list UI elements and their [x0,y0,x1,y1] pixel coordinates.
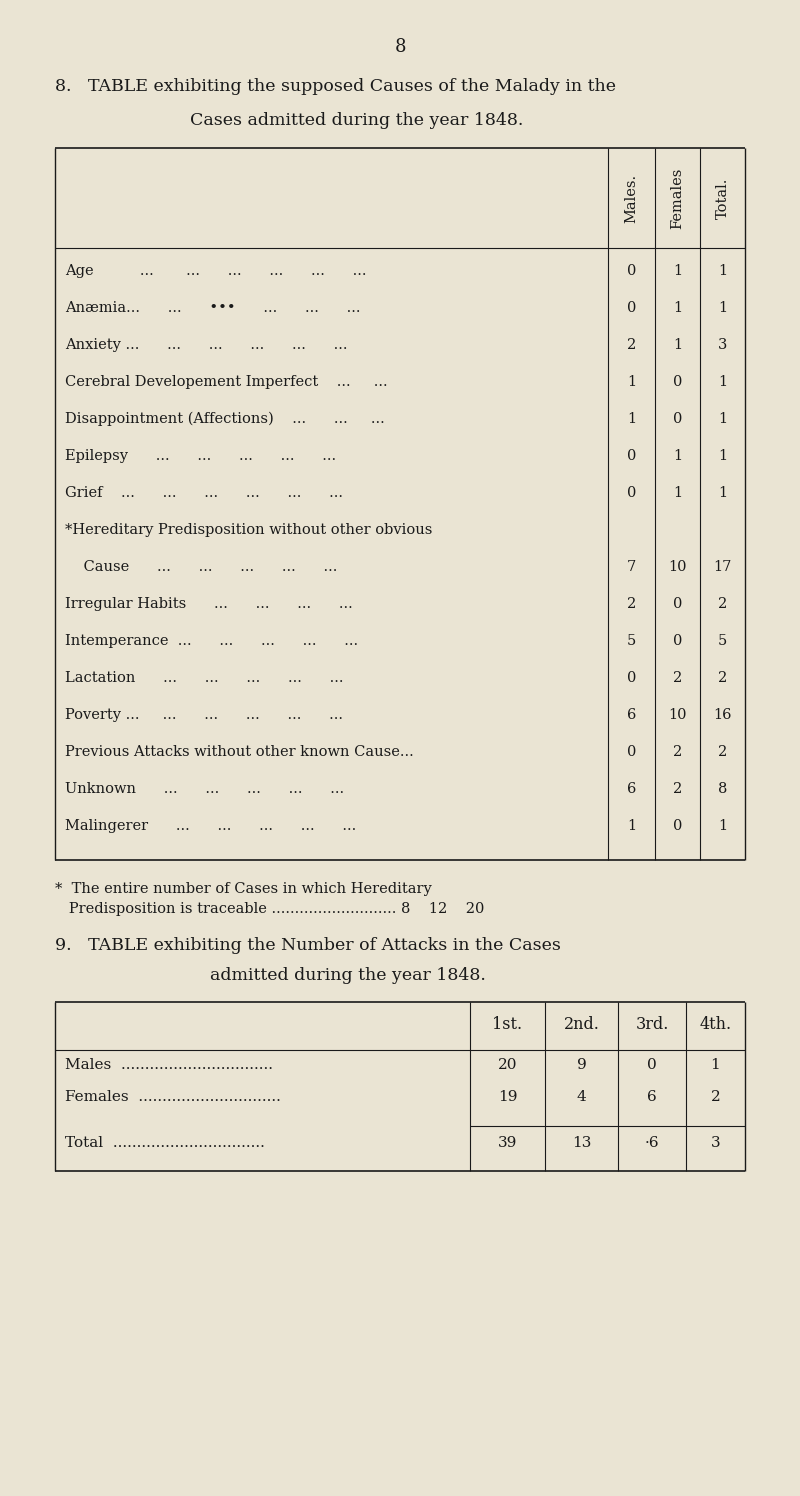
Text: 10: 10 [668,708,686,723]
Text: 0: 0 [673,818,682,833]
Text: 4: 4 [577,1091,586,1104]
Text: 2: 2 [673,672,682,685]
Text: 1: 1 [673,449,682,462]
Text: 1: 1 [627,411,636,426]
Text: 2: 2 [673,745,682,758]
Text: 1: 1 [718,263,727,278]
Text: 1: 1 [718,818,727,833]
Text: 6: 6 [627,708,636,723]
Text: Intemperance  ...      ...      ...      ...      ...: Intemperance ... ... ... ... ... [65,634,358,648]
Text: Males.: Males. [625,174,638,223]
Text: Total  ................................: Total ................................ [65,1135,265,1150]
Text: 5: 5 [627,634,636,648]
Text: 1: 1 [673,263,682,278]
Text: Epilepsy      ...      ...      ...      ...      ...: Epilepsy ... ... ... ... ... [65,449,336,462]
Text: 1: 1 [673,338,682,352]
Text: 2: 2 [627,597,636,610]
Text: Cerebral Developement Imperfect    ...     ...: Cerebral Developement Imperfect ... ... [65,375,388,389]
Text: 2: 2 [710,1091,720,1104]
Text: 8: 8 [718,782,727,796]
Text: Cause      ...      ...      ...      ...      ...: Cause ... ... ... ... ... [65,560,338,574]
Text: 5: 5 [718,634,727,648]
Text: 0: 0 [673,411,682,426]
Text: 8: 8 [394,37,406,55]
Text: 20: 20 [498,1058,518,1073]
Text: 9: 9 [577,1058,586,1073]
Text: Cases admitted during the year 1848.: Cases admitted during the year 1848. [190,112,523,129]
Text: 2nd.: 2nd. [563,1016,599,1034]
Text: 0: 0 [673,375,682,389]
Text: Grief    ...      ...      ...      ...      ...      ...: Grief ... ... ... ... ... ... [65,486,343,500]
Text: 16: 16 [714,708,732,723]
Text: 0: 0 [627,449,636,462]
Text: Anxiety ...      ...      ...      ...      ...      ...: Anxiety ... ... ... ... ... ... [65,338,347,352]
Text: 0: 0 [627,745,636,758]
Text: Age          ...       ...      ...      ...      ...      ...: Age ... ... ... ... ... ... [65,263,366,278]
Text: 1: 1 [718,411,727,426]
Text: 0: 0 [673,597,682,610]
Text: Disappointment (Affections)    ...      ...     ...: Disappointment (Affections) ... ... ... [65,411,385,426]
Text: 6: 6 [627,782,636,796]
Text: 1: 1 [718,449,727,462]
Text: Females  ..............................: Females .............................. [65,1091,281,1104]
Text: 0: 0 [627,486,636,500]
Text: Males  ................................: Males ................................ [65,1058,273,1073]
Text: 1st.: 1st. [493,1016,522,1034]
Text: 0: 0 [627,672,636,685]
Text: 1: 1 [673,486,682,500]
Text: 0: 0 [627,263,636,278]
Text: Malingerer      ...      ...      ...      ...      ...: Malingerer ... ... ... ... ... [65,818,356,833]
Text: 3rd.: 3rd. [635,1016,669,1034]
Text: 2: 2 [718,745,727,758]
Text: 3: 3 [710,1135,720,1150]
Text: 0: 0 [673,634,682,648]
Text: Unknown      ...      ...      ...      ...      ...: Unknown ... ... ... ... ... [65,782,344,796]
Text: Total.: Total. [715,178,730,218]
Text: 1: 1 [673,301,682,316]
Text: Predisposition is traceable ........................... 8    12    20: Predisposition is traceable ............… [55,902,484,916]
Text: 1: 1 [718,301,727,316]
Text: 9.   TABLE exhibiting the Number of Attacks in the Cases: 9. TABLE exhibiting the Number of Attack… [55,936,561,954]
Text: ·6: ·6 [645,1135,659,1150]
Text: *  The entire number of Cases in which Hereditary: * The entire number of Cases in which He… [55,883,432,896]
Text: 0: 0 [627,301,636,316]
Text: 10: 10 [668,560,686,574]
Text: 1: 1 [710,1058,720,1073]
Text: 19: 19 [498,1091,518,1104]
Text: 2: 2 [718,672,727,685]
Text: 6: 6 [647,1091,657,1104]
Text: 1: 1 [627,375,636,389]
Text: 2: 2 [673,782,682,796]
Text: Poverty ...     ...      ...      ...      ...      ...: Poverty ... ... ... ... ... ... [65,708,343,723]
Text: 4th.: 4th. [699,1016,731,1034]
Text: 2: 2 [627,338,636,352]
Text: 1: 1 [627,818,636,833]
Text: Anæmia...      ...      •••      ...      ...      ...: Anæmia... ... ••• ... ... ... [65,301,361,316]
Text: 39: 39 [498,1135,517,1150]
Text: 17: 17 [714,560,732,574]
Text: Females: Females [670,168,685,229]
Text: 0: 0 [647,1058,657,1073]
Text: Previous Attacks without other known Cause...: Previous Attacks without other known Cau… [65,745,414,758]
Text: 1: 1 [718,486,727,500]
Text: Irregular Habits      ...      ...      ...      ...: Irregular Habits ... ... ... ... [65,597,353,610]
Text: 3: 3 [718,338,727,352]
Text: 8.   TABLE exhibiting the supposed Causes of the Malady in the: 8. TABLE exhibiting the supposed Causes … [55,78,616,96]
Text: 2: 2 [718,597,727,610]
Text: 13: 13 [572,1135,591,1150]
Text: 7: 7 [627,560,636,574]
Text: *Hereditary Predisposition without other obvious: *Hereditary Predisposition without other… [65,524,432,537]
Text: Lactation      ...      ...      ...      ...      ...: Lactation ... ... ... ... ... [65,672,343,685]
Text: admitted during the year 1848.: admitted during the year 1848. [210,966,486,984]
Text: 1: 1 [718,375,727,389]
